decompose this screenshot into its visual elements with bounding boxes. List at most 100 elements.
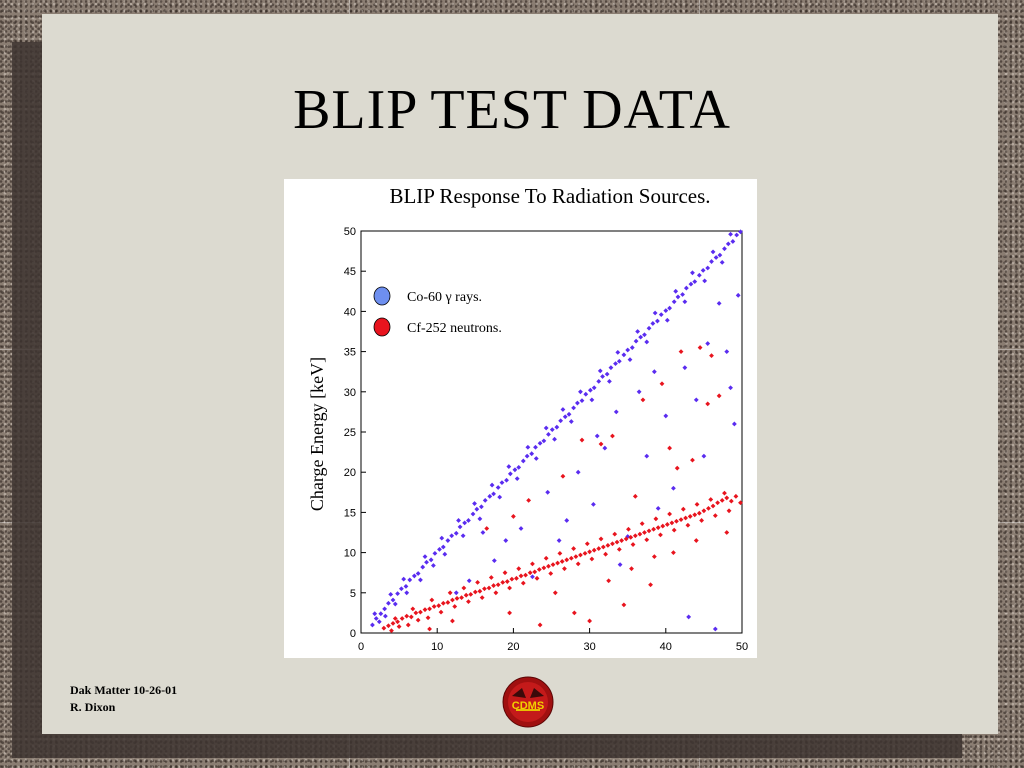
co60-point [462,520,468,526]
y-axis-label: Charge Energy [keV] [307,357,327,511]
cf252-point [612,531,618,537]
cf252-point [623,536,629,542]
scatter-chart: BLIP Response To Radiation Sources. Char… [307,184,748,653]
co60-point [453,530,459,536]
footer-date: Dak Matter 10-26-01 [70,683,178,697]
cf252-point [628,534,634,540]
co60-point [497,494,503,500]
co60-point [579,398,585,404]
cf252-point [399,616,405,621]
cf252-point [440,600,446,606]
co60-point [489,482,495,488]
cf252-point [427,626,432,632]
cf252-point [629,566,634,572]
co60-point [392,601,398,607]
co60-point [644,339,650,345]
co60-point [560,407,566,412]
co60-point [710,249,716,255]
cf252-point [484,526,490,531]
co60-point [667,305,673,311]
cf252-point [422,607,428,613]
cf252-point [708,497,714,502]
cf252-point [606,578,612,584]
co60-point [589,397,595,403]
cf252-point [477,588,483,594]
cf252-point [616,546,622,552]
co60-point [655,318,660,324]
cf252-point [381,625,387,631]
co60-point [636,389,642,395]
legend-co60-label: Co-60 γ rays. [407,290,482,305]
co60-point [682,299,688,305]
co60-point [646,325,652,331]
cf252-point [573,554,579,560]
cf252-point [491,583,496,588]
co60-point [404,590,410,596]
co60-point [575,400,580,406]
chart-panel: BLIP Response To Radiation Sources. Char… [284,179,757,658]
co60-point [635,329,641,334]
co60-point [373,616,379,621]
cf252-point [410,606,416,612]
co60-point [688,281,694,287]
cf252-point [555,560,560,566]
co60-point [401,576,407,582]
cf252-point [699,518,705,523]
co60-point [398,586,404,592]
x-tick-label: 20 [507,641,519,653]
cf252-point [626,526,631,532]
co60-point [600,374,605,379]
co60-point [671,485,676,491]
cf252-point [655,525,661,531]
co60-point [724,349,730,354]
cf252-point [598,441,604,447]
cf252-point [674,465,680,471]
cf252-point [479,595,485,601]
cf252-point [507,585,512,591]
cf252-point [548,571,554,576]
co60-point [617,562,623,568]
cf252-point [534,575,540,581]
cf252-point [557,551,563,556]
co60-point [440,544,446,550]
co60-point [663,308,669,313]
co60-point [558,418,564,424]
co60-point [382,613,388,619]
co60-point [597,368,603,374]
cf252-point [568,555,574,561]
cf252-point [648,582,653,588]
cf252-point [518,573,524,579]
cf252-point [452,604,458,609]
cf252-point [685,522,691,528]
co60-point [386,600,391,606]
cf252-point [651,526,657,532]
cf252-point [459,595,464,601]
cf252-point [436,603,442,609]
cf252-point [427,606,432,612]
co60-point [633,338,639,344]
cf252-point [653,516,659,522]
co60-point [482,497,488,503]
y-tick-label: 35 [344,347,356,359]
y-tick-label: 5 [350,588,356,600]
co60-point [616,358,622,364]
co60-point [683,285,689,291]
co60-point [487,493,493,499]
cf252-point [710,503,716,509]
cf252-point [722,490,727,496]
y-tick-label: 25 [344,427,356,439]
cf252-point [425,615,431,621]
co60-point [693,397,699,403]
co60-point [552,436,557,442]
cf252-point [386,623,391,629]
co60-point [716,300,722,306]
cf252-point [429,597,435,603]
co60-point [571,405,576,411]
co60-point [439,535,445,541]
cf252-point [728,498,734,504]
co60-point [701,453,707,459]
co60-point [456,518,461,523]
co60-point [491,558,497,564]
co60-point [543,425,549,431]
co60-point [403,583,409,589]
